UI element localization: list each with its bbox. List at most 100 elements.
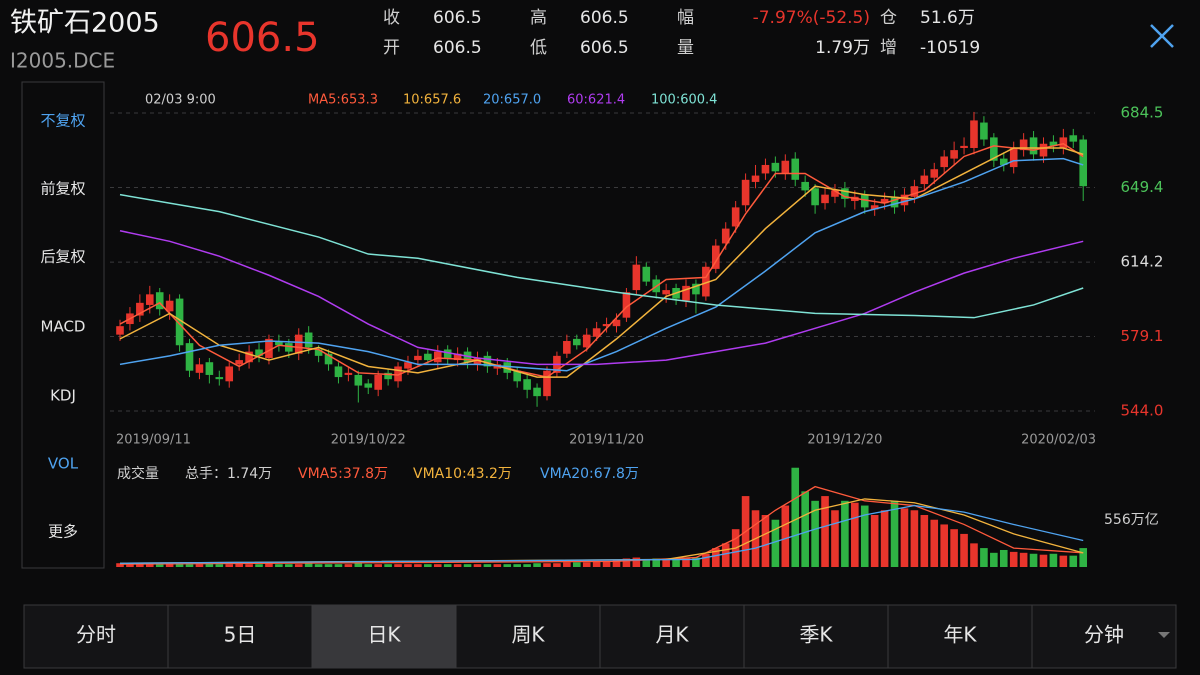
volume-bar <box>900 508 909 567</box>
volume-bar <box>165 563 174 567</box>
volume-bar <box>503 564 512 567</box>
legend-entry: 60:621.4 <box>567 93 625 108</box>
candle-body <box>185 343 194 371</box>
ma-line <box>119 142 1084 378</box>
tab[interactable]: 年K <box>943 623 977 647</box>
tab[interactable]: 日K <box>367 623 401 647</box>
volume-bar <box>632 557 641 567</box>
candle-body <box>116 326 124 335</box>
volume-bar <box>572 562 581 567</box>
volume-bar <box>950 529 958 567</box>
volume-bar <box>185 564 194 567</box>
stat-label: 高 <box>530 8 547 28</box>
legend-entry: VMA20:67.8万 <box>540 466 639 482</box>
candle-body <box>513 370 521 382</box>
candle-body <box>334 366 343 378</box>
volume-bar <box>245 564 253 567</box>
tab[interactable]: 5日 <box>224 623 257 647</box>
sidebar-item[interactable]: 更多 <box>48 523 78 541</box>
stat-label: 低 <box>530 38 547 58</box>
volume-bar <box>463 564 472 567</box>
candle-body <box>304 332 313 348</box>
tab-selected <box>312 605 456 668</box>
volume-bar <box>1039 554 1048 567</box>
sidebar-item[interactable]: 前复权 <box>40 180 85 198</box>
candle-body <box>165 300 174 312</box>
candle-body <box>443 349 452 358</box>
stat-label: 幅 <box>677 8 694 28</box>
ma-line <box>119 229 1084 366</box>
tab[interactable]: 周K <box>511 623 545 647</box>
candle-body <box>870 205 879 210</box>
volume-bar <box>364 564 373 567</box>
volume-bar <box>672 559 680 567</box>
tab[interactable]: 季K <box>799 623 833 647</box>
volume-bar <box>374 564 382 567</box>
volume-bar <box>642 559 651 567</box>
candle-body <box>324 353 333 365</box>
candle-body <box>960 145 968 148</box>
candle-body <box>404 362 412 369</box>
volume-bar <box>334 564 343 567</box>
tab[interactable]: 月K <box>655 623 689 647</box>
close-button[interactable] <box>1150 24 1174 48</box>
volume-bar <box>384 564 392 567</box>
candle-body <box>751 175 760 182</box>
volume-bar <box>791 467 800 567</box>
x-tick-label: 2019/09/11 <box>116 433 191 448</box>
y-tick-label: 614.2 <box>1121 253 1164 271</box>
volume-bar <box>1009 551 1018 567</box>
tab[interactable]: 分时 <box>76 623 116 647</box>
candle-body <box>811 188 819 206</box>
candle-body <box>801 181 809 191</box>
volume-bar <box>930 519 939 567</box>
volume-bar <box>354 563 363 567</box>
volume-bar <box>1049 553 1058 567</box>
candle-body <box>880 198 889 204</box>
sidebar-item[interactable]: MACD <box>41 318 86 336</box>
legend-entry: VMA5:37.8万 <box>298 466 388 482</box>
volume-bar <box>920 515 929 567</box>
y-tick-label: 649.4 <box>1121 178 1164 196</box>
candle-body <box>294 334 303 354</box>
candle-body <box>255 349 263 356</box>
candle-body <box>950 150 958 159</box>
volume-bar <box>612 560 621 567</box>
volume-bar <box>215 564 224 567</box>
stat-value: 51.6万 <box>920 8 975 28</box>
x-tick-label: 2019/11/20 <box>569 433 644 448</box>
volume-bar <box>622 558 631 567</box>
candle-body <box>235 360 243 365</box>
candle-body <box>433 351 442 363</box>
y-tick-label: 684.5 <box>1121 104 1164 122</box>
candle-body <box>543 370 551 397</box>
stat-label: 仓 <box>880 8 897 28</box>
volume-bar <box>940 524 948 567</box>
candle-body <box>632 264 641 291</box>
volume-axis-label: 556万亿 <box>1104 512 1159 528</box>
tab[interactable]: 分钟 <box>1084 623 1124 647</box>
volume-bar <box>781 505 790 567</box>
sidebar-item[interactable]: 不复权 <box>40 112 85 130</box>
dropdown-icon <box>1158 632 1170 638</box>
volume-bar <box>880 510 889 567</box>
candle-body <box>999 158 1008 165</box>
volume-bar <box>821 496 829 567</box>
volume-bar <box>970 543 978 567</box>
ma-line <box>119 147 1084 378</box>
stat-value: -7.97%(-52.5) <box>753 8 870 28</box>
sidebar-item[interactable]: VOL <box>48 455 79 473</box>
sidebar-item[interactable]: KDJ <box>50 387 76 405</box>
candle-body <box>980 122 988 140</box>
candle-body <box>721 228 730 244</box>
candle-body <box>910 186 919 197</box>
candle-body <box>831 190 839 197</box>
candle-body <box>533 387 541 397</box>
volume-bar <box>443 564 452 567</box>
candle-body <box>205 362 214 375</box>
sidebar-item[interactable]: 后复权 <box>40 248 85 266</box>
ma-line <box>119 193 1084 319</box>
volume-bar <box>870 515 879 567</box>
